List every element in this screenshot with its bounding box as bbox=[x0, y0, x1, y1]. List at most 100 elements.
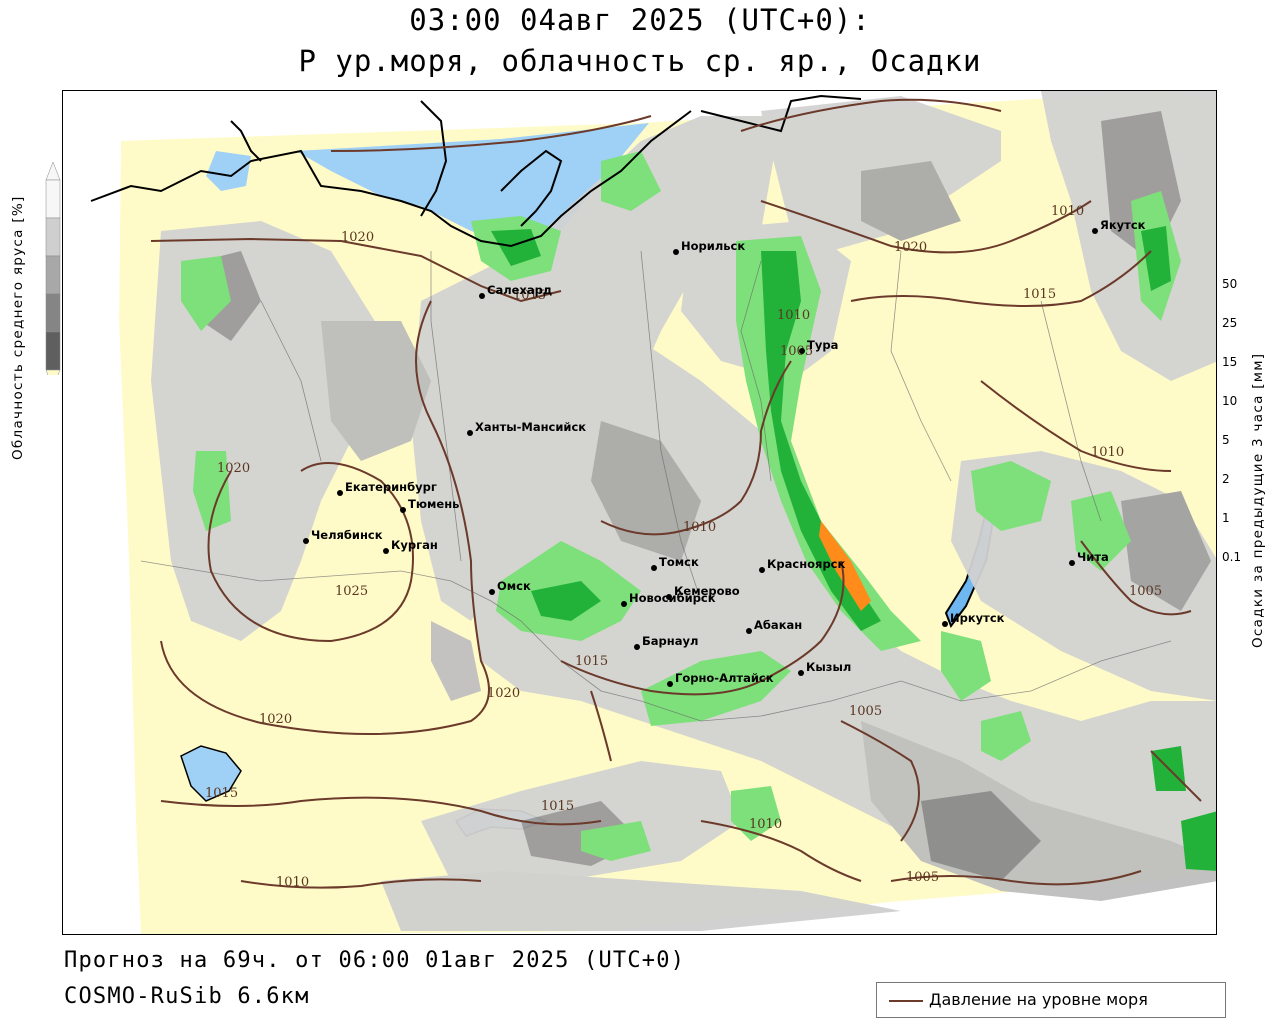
map-title-time: 03:00 04авг 2025 (UTC+0): bbox=[409, 3, 871, 37]
cloud-cover-axis-label: Облачность среднего яруса [%] bbox=[10, 195, 26, 460]
city-dot bbox=[798, 670, 804, 676]
isobars bbox=[150, 98, 1202, 889]
admin-borders bbox=[140, 250, 1172, 722]
city-marker[interactable]: Тюмень bbox=[400, 497, 459, 513]
city-marker[interactable]: Екатеринбург bbox=[337, 480, 437, 496]
city-dot bbox=[673, 249, 679, 255]
isobar-label: 1020 bbox=[341, 230, 374, 245]
city-label: Красноярск bbox=[767, 557, 845, 571]
city-dot bbox=[489, 589, 495, 595]
city-marker[interactable]: Тура bbox=[799, 338, 838, 354]
city-marker[interactable]: Чита bbox=[1069, 550, 1109, 566]
isobar-label: 1005 bbox=[849, 704, 882, 719]
city-marker[interactable]: Горно-Алтайск bbox=[667, 671, 774, 687]
city-label: Чита bbox=[1077, 550, 1109, 564]
isobar-labels: 1020 1015 1010 1020 1015 1010 1005 1010 1020 1010… bbox=[205, 204, 1162, 890]
colorbar-tick-label: 0.1 bbox=[1222, 550, 1241, 564]
city-label: Якутск bbox=[1100, 218, 1146, 232]
map-title-fields: Р ур.моря, облачность ср. яр., Осадки bbox=[298, 44, 982, 78]
city-dot bbox=[746, 628, 752, 634]
city-marker[interactable]: Курган bbox=[383, 538, 438, 554]
city-marker[interactable]: Якутск bbox=[1092, 218, 1146, 234]
isobar-label: 1020 bbox=[259, 712, 292, 727]
city-dot bbox=[400, 507, 406, 513]
isobar-label: 1015 bbox=[1023, 287, 1056, 302]
pressure-legend: Давление на уровне моря bbox=[876, 982, 1226, 1018]
city-marker[interactable]: Барнаул bbox=[634, 634, 698, 650]
isobar-label: 1010 bbox=[749, 817, 782, 832]
city-marker[interactable]: Иркутск bbox=[942, 611, 1005, 627]
isobar-label: 1015 bbox=[541, 799, 574, 814]
model-name: COSMO-RuSib 6.6км bbox=[64, 984, 310, 1009]
city-dot bbox=[337, 490, 343, 496]
precipitation-axis-label: Осадки за предыдущие 3 часа [мм] bbox=[1250, 352, 1266, 648]
city-marker[interactable]: Кызыл bbox=[798, 660, 851, 676]
city-label: Томск bbox=[659, 555, 699, 569]
city-label: Екатеринбург bbox=[345, 480, 437, 494]
isobar-label: 1010 bbox=[276, 875, 309, 890]
isobar-label: 1010 bbox=[777, 308, 810, 323]
city-marker[interactable]: Новосибирск bbox=[621, 591, 716, 607]
city-marker[interactable]: Челябинск bbox=[303, 528, 383, 544]
city-dot bbox=[799, 348, 805, 354]
city-label: Ханты-Мансийск bbox=[475, 420, 586, 434]
pressure-legend-label: Давление на уровне моря bbox=[929, 990, 1148, 1009]
city-label: Горно-Алтайск bbox=[675, 671, 774, 685]
city-dot bbox=[942, 621, 948, 627]
colorbar-segment bbox=[45, 217, 61, 257]
city-marker[interactable]: Томск bbox=[651, 555, 699, 571]
colorbar-tick-label: 50 bbox=[1222, 277, 1237, 291]
city-dot bbox=[651, 565, 657, 571]
city-label: Иркутск bbox=[950, 611, 1005, 625]
isobar-label: 1025 bbox=[335, 584, 368, 599]
city-marker[interactable]: Ханты-Мансийск bbox=[467, 420, 586, 436]
city-dot bbox=[1092, 228, 1098, 234]
colorbar-tick-label: 5 bbox=[1222, 433, 1230, 447]
city-marker[interactable]: Абакан bbox=[746, 618, 802, 634]
isobar-label: 1010 bbox=[1091, 445, 1124, 460]
coastlines bbox=[90, 94, 862, 248]
city-label: Омск bbox=[497, 579, 531, 593]
city-marker[interactable]: Салехард bbox=[479, 283, 552, 299]
city-markers: Норильск Салехард Якутск Тура Ханты-Мансийск… bbox=[303, 218, 1146, 687]
city-dot bbox=[303, 538, 309, 544]
colorbar-segment bbox=[45, 179, 61, 219]
city-label: Кызыл bbox=[806, 660, 851, 674]
city-dot bbox=[1069, 560, 1075, 566]
city-dot bbox=[634, 644, 640, 650]
city-marker[interactable]: Норильск bbox=[673, 239, 745, 255]
forecast-info: Прогноз на 69ч. от 06:00 01авг 2025 (UTC… bbox=[64, 948, 686, 973]
isobar-label: 1005 bbox=[906, 870, 939, 885]
map-canvas: 1020 1015 1010 1020 1015 1010 1005 1010 1020 1010… bbox=[63, 91, 1216, 934]
colorbar-tick-label: 1 bbox=[1222, 511, 1230, 525]
isobar-label: 1005 bbox=[780, 344, 813, 359]
colorbar-tick-label: 25 bbox=[1222, 316, 1237, 330]
colorbar-segment bbox=[45, 331, 61, 371]
colorbar-cap-top bbox=[45, 161, 61, 181]
city-marker[interactable]: Кемерово bbox=[666, 584, 740, 600]
city-label: Барнаул bbox=[642, 634, 698, 648]
city-label: Абакан bbox=[754, 618, 802, 632]
outside-domain-west bbox=[63, 91, 141, 934]
isobar-label: 1010 bbox=[1051, 204, 1084, 219]
isobar-label: 1020 bbox=[217, 461, 250, 476]
isobar-label: 1015 bbox=[513, 288, 546, 303]
precipitation-layer bbox=[181, 151, 1216, 871]
city-label: Курган bbox=[391, 538, 438, 552]
isobar-label: 1020 bbox=[487, 686, 520, 701]
city-marker[interactable]: Омск bbox=[489, 579, 531, 595]
city-marker[interactable]: Красноярск bbox=[759, 557, 845, 573]
city-label: Кемерово bbox=[674, 584, 740, 598]
city-label: Новосибирск bbox=[629, 591, 716, 605]
colorbar-tick-label: 10 bbox=[1222, 394, 1237, 408]
city-label: Тура bbox=[807, 338, 838, 352]
city-dot bbox=[666, 594, 672, 600]
city-dot bbox=[759, 567, 765, 573]
isobar-label: 1015 bbox=[575, 654, 608, 669]
forecast-map[interactable]: 1020 1015 1010 1020 1015 1010 1005 1010 1020 1010… bbox=[62, 90, 1217, 935]
city-dot bbox=[383, 548, 389, 554]
caspian-region-lake bbox=[180, 745, 242, 802]
city-dot bbox=[467, 430, 473, 436]
pressure-legend-line bbox=[889, 1000, 923, 1002]
isobar-label: 1015 bbox=[205, 786, 238, 801]
